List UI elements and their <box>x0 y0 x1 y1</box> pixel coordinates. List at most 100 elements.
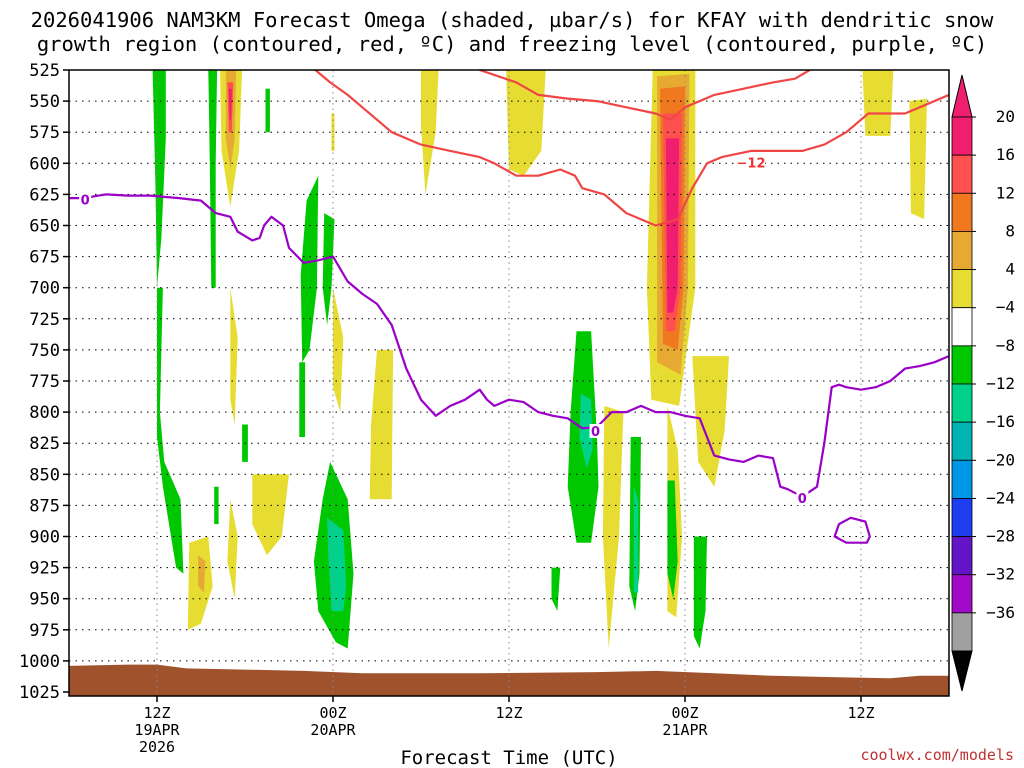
omega-region-28 <box>214 486 219 525</box>
omega-shading <box>152 70 927 649</box>
omega-region-7 <box>333 287 344 413</box>
omega-region-35 <box>551 567 561 612</box>
colorbar-bin-12 <box>951 574 973 614</box>
colorbar-bin-13 <box>951 612 973 652</box>
omega-region-24 <box>152 70 166 288</box>
colorbar-bin-3 <box>951 231 973 270</box>
omega-region-5 <box>331 113 335 151</box>
y-tick-label-950: 950 <box>29 590 60 610</box>
contour-lines <box>69 70 949 544</box>
omega-region-9 <box>252 474 289 556</box>
y-tick-label-775: 775 <box>29 372 60 392</box>
omega-region-10 <box>227 499 238 599</box>
omega-region-22 <box>228 88 232 120</box>
colorbar-bin-8 <box>951 421 973 461</box>
colorbar-bin-5 <box>951 307 973 347</box>
omega-region-18 <box>198 555 206 593</box>
colorbar-label-10: −24 <box>986 488 1015 507</box>
colorbar-bin-6 <box>951 345 973 385</box>
y-tick-label-825: 825 <box>29 434 60 454</box>
contour-label-0: −12 <box>737 156 766 171</box>
y-tick-label-600: 600 <box>29 154 60 174</box>
y-tick-label-750: 750 <box>29 341 60 361</box>
contour-label-1: 0 <box>81 194 90 209</box>
contour-dendritic_lower <box>479 70 811 121</box>
colorbar-label-7: −12 <box>986 374 1015 393</box>
contour-label-bg-2 <box>589 424 602 439</box>
contour-label-bg-0 <box>737 155 765 170</box>
y-axis: 525 550 575 600 625 650 675 700 725 750 775 800 825 8… <box>19 61 69 703</box>
x-tick-label-18-0: 00Z <box>319 704 346 722</box>
colorbar: 20 16 12 8 4 −4 −8 −12 −16 −20 −24 −28 −32 −36 <box>951 74 1015 692</box>
colorbar-label-2: 12 <box>996 183 1015 202</box>
colorbar-label-4: 4 <box>1005 260 1015 279</box>
colorbar-label-9: −20 <box>986 450 1015 469</box>
omega-region-26 <box>208 70 218 288</box>
omega-region-38 <box>693 536 707 649</box>
contour-label-3: 0 <box>798 492 807 507</box>
y-tick-label-875: 875 <box>29 496 60 516</box>
y-tick-label-850: 850 <box>29 465 60 485</box>
credit-text: coolwx.com/models <box>860 746 1014 764</box>
x-tick-label-18-1: 20APR <box>310 721 356 739</box>
omega-region-25 <box>157 287 184 574</box>
contour-label-bg-1 <box>79 192 92 207</box>
colorbar-label-0: 20 <box>996 107 1015 126</box>
x-axis-label: Forecast Time (UTC) <box>400 747 617 768</box>
y-tick-label-550: 550 <box>29 92 60 112</box>
omega-region-2 <box>862 70 894 136</box>
x-tick-label-30-0: 12Z <box>495 704 522 722</box>
colorbar-max-arrow <box>951 74 973 118</box>
colorbar-label-5: −4 <box>996 298 1015 317</box>
omega-region-41 <box>327 517 347 612</box>
omega-region-37 <box>667 480 678 599</box>
x-tick-label-42-1: 21APR <box>662 721 708 739</box>
y-tick-label-650: 650 <box>29 217 60 237</box>
omega-region-13 <box>692 356 729 487</box>
omega-region-30 <box>300 175 319 363</box>
terrain-surface <box>69 664 949 696</box>
y-tick-label-525: 525 <box>29 61 60 81</box>
y-tick-label-800: 800 <box>29 403 60 423</box>
colorbar-bin-11 <box>951 536 973 576</box>
colorbar-bin-10 <box>951 498 973 537</box>
omega-region-3 <box>909 98 927 220</box>
y-tick-label-725: 725 <box>29 310 60 330</box>
y-tick-label-925: 925 <box>29 559 60 579</box>
colorbar-bin-4 <box>951 269 973 309</box>
chart-title-line1: 2026041906 NAM3KM Forecast Omega (shaded… <box>31 8 994 32</box>
omega-region-31 <box>322 213 335 325</box>
y-tick-label-575: 575 <box>29 123 60 143</box>
contour-labels: −12 0 0 0 <box>79 155 809 507</box>
colorbar-label-11: −28 <box>986 527 1015 546</box>
contour-dendritic_upper <box>314 70 949 227</box>
contour-label-2: 0 <box>591 425 600 440</box>
omega-region-8 <box>230 287 238 425</box>
omega-region-0 <box>421 70 439 195</box>
y-tick-label-900: 900 <box>29 528 60 548</box>
x-tick-label-6-2: 2026 <box>139 738 175 756</box>
chart-title-line2: growth region (contoured, red, ºC) and f… <box>37 32 987 56</box>
surface-terrain <box>69 664 949 696</box>
colorbar-label-13: −36 <box>986 603 1015 622</box>
contour-freezing_small_loop <box>833 516 871 544</box>
x-tick-label-42-0: 00Z <box>671 704 698 722</box>
colorbar-label-1: 16 <box>996 145 1015 164</box>
y-tick-label-1000: 1000 <box>19 652 60 672</box>
colorbar-label-8: −16 <box>986 412 1015 431</box>
y-tick-label-700: 700 <box>29 279 60 299</box>
x-tick-label-54-0: 12Z <box>847 704 874 722</box>
omega-region-27 <box>265 88 270 133</box>
y-tick-label-625: 625 <box>29 185 60 205</box>
colorbar-label-3: 8 <box>1005 221 1015 240</box>
colorbar-label-6: −8 <box>996 336 1015 355</box>
x-tick-label-6-1: 19APR <box>134 721 180 739</box>
contour-freezing_level <box>69 193 949 498</box>
colorbar-bin-9 <box>951 459 973 499</box>
colorbar-bin-0 <box>951 116 973 156</box>
y-tick-label-975: 975 <box>29 621 60 641</box>
omega-region-6 <box>369 349 394 500</box>
omega-region-12 <box>602 405 624 649</box>
